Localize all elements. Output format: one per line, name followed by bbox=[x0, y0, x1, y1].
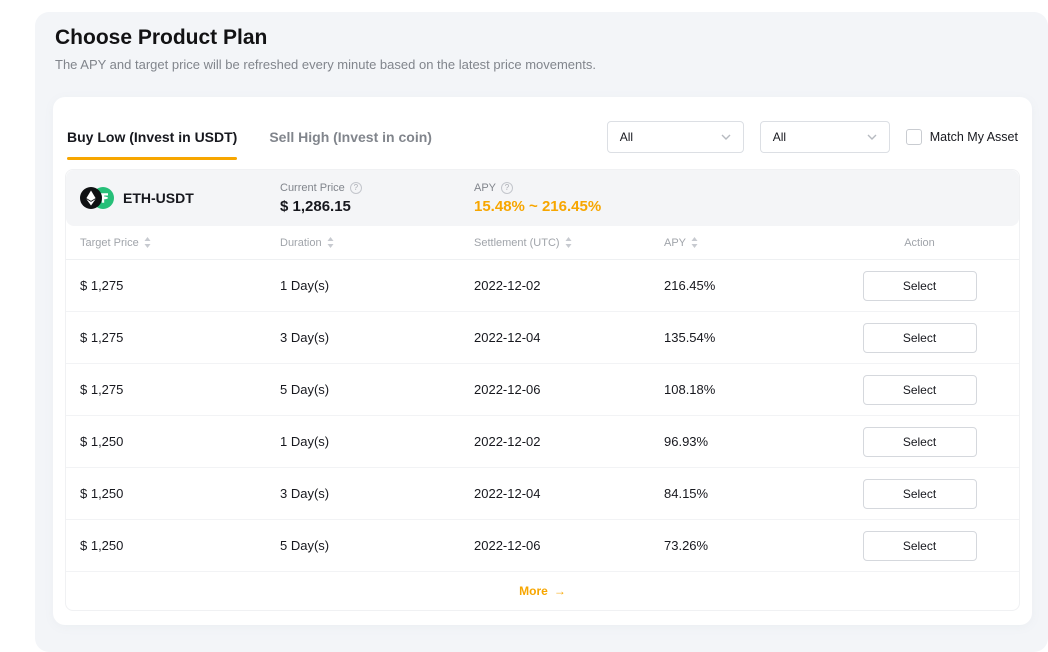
table-row: $ 1,250 3 Day(s) 2022-12-04 84.15% Selec… bbox=[66, 468, 1019, 520]
more-label: More bbox=[519, 584, 548, 598]
cell-duration: 5 Day(s) bbox=[280, 538, 330, 553]
product-plan-card: Buy Low (Invest in USDT) Sell High (Inve… bbox=[53, 97, 1032, 625]
select-button[interactable]: Select bbox=[862, 426, 977, 457]
select-button[interactable]: Select bbox=[862, 530, 977, 561]
match-my-asset-toggle[interactable]: Match My Asset bbox=[905, 129, 1018, 145]
table-header-row: Target Price Duration Settlement (UTC) A… bbox=[66, 226, 1019, 260]
header-action: Action bbox=[904, 236, 935, 249]
pair-cell: ETH-USDT bbox=[80, 187, 280, 209]
tab-sell-high[interactable]: Sell High (Invest in coin) bbox=[269, 123, 432, 160]
page-panel: Choose Product Plan The APY and target p… bbox=[35, 12, 1048, 652]
tab-sell-high-label: Sell High (Invest in coin) bbox=[269, 129, 432, 145]
page-subtitle: The APY and target price will be refresh… bbox=[55, 57, 596, 72]
cell-settlement: 2022-12-06 bbox=[474, 538, 541, 553]
cell-apy: 84.15% bbox=[664, 486, 709, 501]
arrow-right-icon: → bbox=[553, 584, 566, 598]
current-price-value: $ 1,286.15 bbox=[280, 197, 351, 215]
table-row: $ 1,250 5 Day(s) 2022-12-06 73.26% Selec… bbox=[66, 520, 1019, 572]
cell-settlement: 2022-12-06 bbox=[474, 382, 541, 397]
table-row: $ 1,250 1 Day(s) 2022-12-02 96.93% Selec… bbox=[66, 416, 1019, 468]
select-button[interactable]: Select bbox=[862, 374, 977, 405]
apy-block: APY ? 15.48% ~ 216.45% bbox=[474, 181, 664, 215]
cell-target-price: $ 1,250 bbox=[80, 434, 124, 449]
pair-name: ETH-USDT bbox=[123, 190, 194, 206]
pair-summary-banner: ETH-USDT Current Price ? $ 1,286.15 APY … bbox=[66, 170, 1019, 226]
cell-settlement: 2022-12-02 bbox=[474, 434, 541, 449]
cell-apy: 108.18% bbox=[664, 382, 716, 397]
cell-duration: 1 Day(s) bbox=[280, 278, 330, 293]
match-my-asset-label: Match My Asset bbox=[929, 130, 1018, 144]
cell-apy: 96.93% bbox=[664, 434, 709, 449]
filter-dropdown-coin-value: All bbox=[619, 130, 634, 144]
sort-icon bbox=[327, 237, 334, 248]
cell-target-price: $ 1,250 bbox=[80, 486, 124, 501]
filter-dropdown-duration[interactable]: All bbox=[759, 121, 890, 153]
chevron-down-icon bbox=[721, 134, 731, 140]
cell-target-price: $ 1,250 bbox=[80, 538, 124, 553]
filter-dropdown-duration-value: All bbox=[772, 130, 787, 144]
tab-buy-low[interactable]: Buy Low (Invest in USDT) bbox=[67, 123, 238, 160]
cell-settlement: 2022-12-02 bbox=[474, 278, 541, 293]
cell-apy: 135.54% bbox=[664, 330, 716, 345]
current-price-label: Current Price bbox=[280, 181, 345, 194]
apy-label: APY bbox=[474, 181, 497, 194]
cell-target-price: $ 1,275 bbox=[80, 330, 124, 345]
toolbar: Buy Low (Invest in USDT) Sell High (Inve… bbox=[65, 121, 1020, 162]
cell-apy: 216.45% bbox=[664, 278, 716, 293]
checkbox-unchecked-icon[interactable] bbox=[905, 129, 922, 145]
select-button[interactable]: Select bbox=[862, 478, 977, 509]
page-title: Choose Product Plan bbox=[55, 26, 268, 49]
product-table: ETH-USDT Current Price ? $ 1,286.15 APY … bbox=[65, 169, 1020, 611]
table-row: $ 1,275 1 Day(s) 2022-12-02 216.45% Sele… bbox=[66, 260, 1019, 312]
table-row: $ 1,275 5 Day(s) 2022-12-06 108.18% Sele… bbox=[66, 364, 1019, 416]
tab-bar: Buy Low (Invest in USDT) Sell High (Inve… bbox=[67, 123, 432, 160]
cell-settlement: 2022-12-04 bbox=[474, 330, 541, 345]
cell-settlement: 2022-12-04 bbox=[474, 486, 541, 501]
chevron-down-icon bbox=[867, 134, 877, 140]
header-duration[interactable]: Duration bbox=[280, 237, 474, 249]
header-target-price[interactable]: Target Price bbox=[80, 237, 280, 249]
more-row: More → bbox=[66, 572, 1019, 610]
sort-icon bbox=[565, 237, 572, 248]
sort-icon bbox=[144, 237, 151, 248]
sort-icon bbox=[691, 237, 698, 248]
tab-buy-low-label: Buy Low (Invest in USDT) bbox=[67, 129, 238, 145]
coin-pair-icons bbox=[80, 187, 114, 209]
info-icon[interactable]: ? bbox=[349, 181, 362, 194]
cell-target-price: $ 1,275 bbox=[80, 278, 124, 293]
more-link[interactable]: More → bbox=[519, 584, 566, 598]
cell-apy: 73.26% bbox=[664, 538, 709, 553]
info-icon[interactable]: ? bbox=[501, 181, 514, 194]
current-price-block: Current Price ? $ 1,286.15 bbox=[280, 181, 474, 215]
table-row: $ 1,275 3 Day(s) 2022-12-04 135.54% Sele… bbox=[66, 312, 1019, 364]
cell-duration: 3 Day(s) bbox=[280, 330, 330, 345]
eth-coin-icon bbox=[80, 187, 102, 209]
apy-range-value: 15.48% ~ 216.45% bbox=[474, 197, 602, 215]
header-apy[interactable]: APY bbox=[664, 237, 834, 249]
filter-bar: All All Match My Asset bbox=[606, 121, 1018, 153]
header-settlement[interactable]: Settlement (UTC) bbox=[474, 237, 664, 249]
cell-duration: 3 Day(s) bbox=[280, 486, 330, 501]
filter-dropdown-coin[interactable]: All bbox=[606, 121, 744, 153]
select-button[interactable]: Select bbox=[862, 322, 977, 353]
select-button[interactable]: Select bbox=[862, 270, 977, 301]
cell-duration: 1 Day(s) bbox=[280, 434, 330, 449]
cell-target-price: $ 1,275 bbox=[80, 382, 124, 397]
cell-duration: 5 Day(s) bbox=[280, 382, 330, 397]
